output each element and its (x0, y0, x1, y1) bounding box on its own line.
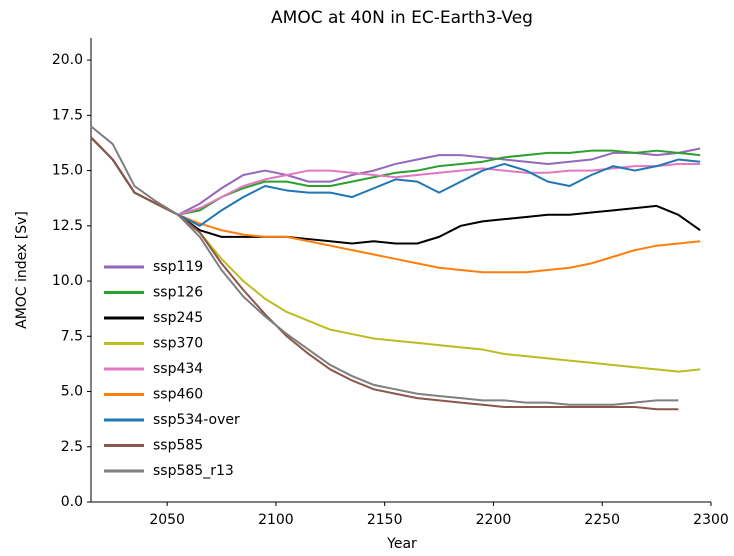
y-tick-label: 10.0 (52, 273, 83, 289)
x-tick-label: 2200 (476, 512, 512, 528)
y-tick-label: 15.0 (52, 163, 83, 179)
series-line (90, 125, 679, 406)
x-tick-label: 2050 (149, 512, 185, 528)
series-line (90, 136, 701, 274)
legend-label: ssp434 (153, 361, 203, 377)
series-line (90, 136, 701, 216)
chart-title: AMOC at 40N in EC-Earth3-Veg (271, 8, 533, 28)
y-tick-label: 2.5 (61, 439, 83, 455)
legend-label: ssp585_r13 (153, 463, 234, 479)
series-line (90, 136, 701, 227)
legend-label: ssp119 (153, 259, 203, 275)
x-axis-label: Year (386, 536, 417, 552)
y-tick-label: 5.0 (61, 384, 83, 400)
series-line (90, 136, 679, 411)
legend-label: ssp370 (153, 336, 203, 352)
y-tick-label: 0.0 (61, 494, 83, 510)
x-tick-label: 2250 (584, 512, 620, 528)
legend-label: ssp460 (153, 387, 203, 403)
x-tick-label: 2300 (693, 512, 729, 528)
legend-label: ssp126 (153, 285, 203, 301)
y-tick-label: 20.0 (52, 52, 83, 68)
x-tick-label: 2150 (367, 512, 403, 528)
y-tick-label: 12.5 (52, 218, 83, 234)
series-line (90, 136, 701, 245)
y-tick-label: 17.5 (52, 107, 83, 123)
legend-label: ssp585 (153, 438, 203, 454)
y-tick-label: 7.5 (61, 328, 83, 344)
y-axis-label: AMOC index [Sv] (14, 211, 30, 329)
legend-label: ssp534-over (153, 412, 240, 428)
series-line (90, 136, 701, 216)
series-line (90, 136, 701, 216)
x-tick-label: 2100 (258, 512, 294, 528)
legend-label: ssp245 (153, 310, 203, 326)
